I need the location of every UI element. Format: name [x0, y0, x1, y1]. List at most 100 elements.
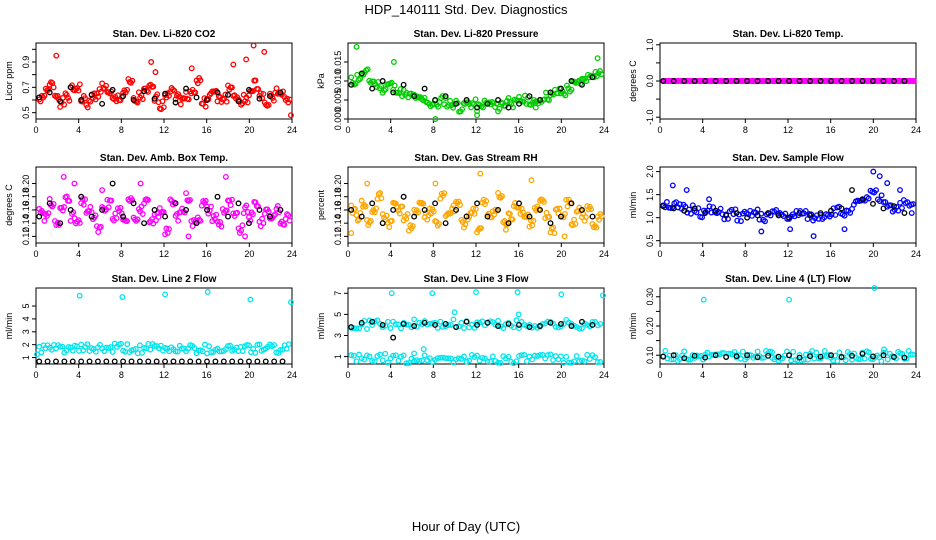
data-point	[405, 360, 412, 366]
x-tick-label: 16	[202, 249, 212, 259]
data-point	[786, 214, 793, 221]
data-point	[267, 213, 273, 220]
data-point	[537, 207, 543, 213]
data-point	[256, 207, 263, 213]
y-tick-label: 0.9	[21, 56, 31, 69]
data-point	[208, 349, 215, 356]
data-point	[202, 103, 209, 110]
data-point	[391, 82, 398, 89]
data-point	[765, 352, 772, 359]
data-point	[76, 292, 83, 299]
x-tick-label: 12	[783, 370, 793, 380]
x-tick-label: 12	[159, 125, 169, 135]
data-point	[700, 296, 707, 303]
data-point	[129, 197, 136, 204]
data-point	[462, 221, 469, 228]
data-point	[442, 220, 449, 227]
data-point	[895, 207, 902, 214]
data-point	[267, 93, 273, 100]
y-axis-label: degrees C	[4, 184, 14, 226]
x-tick-label: 24	[599, 370, 609, 380]
data-point	[212, 358, 219, 365]
x-tick-label: 4	[388, 249, 393, 259]
data-point	[84, 341, 91, 348]
y-tick-label: -1.0	[645, 109, 655, 125]
data-point	[239, 348, 246, 355]
y-tick-label: 1	[21, 355, 31, 360]
data-point	[126, 197, 133, 204]
data-point	[147, 346, 154, 353]
data-point	[758, 228, 765, 235]
data-point	[870, 353, 876, 360]
data-point	[41, 92, 48, 99]
data-point	[430, 208, 437, 215]
data-point	[573, 353, 580, 359]
data-point	[907, 351, 914, 358]
data-point	[453, 100, 460, 107]
data-point	[243, 202, 250, 209]
data-point	[484, 100, 491, 107]
data-point	[255, 86, 262, 92]
data-point	[392, 321, 399, 328]
data-point	[148, 59, 155, 65]
data-point	[832, 212, 839, 218]
data-point	[419, 357, 425, 364]
x-tick-label: 20	[868, 249, 878, 259]
data-point	[411, 316, 418, 323]
data-point	[120, 358, 127, 365]
data-point	[390, 352, 397, 359]
data-point	[117, 204, 124, 211]
data-point	[36, 94, 43, 101]
x-tick-label: 8	[119, 125, 124, 135]
data-point	[884, 356, 891, 363]
y-tick-label: 0.015	[333, 51, 343, 74]
data-point	[481, 201, 488, 208]
data-point	[152, 69, 159, 76]
data-point	[589, 318, 596, 325]
panel-title: Stan. Dev. Li-820 CO2	[113, 29, 216, 40]
data-point	[597, 358, 604, 365]
data-point	[891, 78, 897, 84]
data-point	[437, 318, 444, 325]
data-point	[256, 95, 263, 102]
data-point	[286, 96, 293, 103]
data-point	[353, 358, 360, 365]
data-point	[228, 84, 235, 91]
data-point	[130, 200, 137, 207]
data-point	[550, 224, 557, 231]
data-point	[884, 180, 891, 187]
data-point	[412, 210, 419, 217]
data-point	[71, 180, 78, 187]
data-point	[109, 348, 116, 355]
data-point	[177, 101, 184, 108]
data-point	[223, 207, 230, 214]
data-point	[265, 208, 272, 215]
data-point	[515, 311, 522, 318]
x-tick-label: 20	[244, 370, 254, 380]
x-tick-label: 4	[700, 370, 705, 380]
data-point	[225, 91, 231, 98]
data-point	[464, 216, 471, 223]
data-point	[225, 213, 231, 220]
data-point	[183, 190, 189, 197]
x-tick-label: 20	[244, 249, 254, 259]
data-point	[273, 85, 280, 92]
data-point	[378, 195, 385, 202]
x-tick-label: 16	[202, 370, 212, 380]
x-tick-label: 24	[599, 125, 609, 135]
data-point	[348, 207, 355, 213]
data-point	[547, 220, 554, 227]
data-point	[662, 347, 669, 354]
data-point	[411, 93, 418, 100]
data-point	[66, 197, 73, 204]
data-point	[404, 210, 411, 217]
data-point	[568, 200, 575, 207]
data-point	[865, 195, 872, 202]
data-point	[480, 104, 487, 111]
data-point	[500, 325, 507, 332]
data-point	[910, 78, 917, 84]
data-point	[53, 358, 59, 365]
data-point	[99, 100, 106, 107]
data-point	[447, 321, 454, 328]
data-point	[246, 220, 252, 227]
